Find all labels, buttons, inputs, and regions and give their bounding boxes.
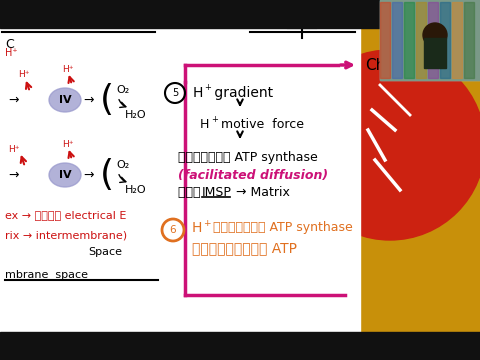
Bar	[0, 0, 480, 28]
Bar	[380, 2, 390, 78]
Bar	[360, 28, 480, 332]
Text: →: →	[83, 168, 94, 181]
Text: H⁺: H⁺	[18, 70, 29, 79]
Bar	[416, 2, 426, 78]
Bar	[380, 0, 480, 80]
Text: H: H	[192, 221, 203, 235]
Ellipse shape	[49, 88, 81, 112]
Bar	[464, 2, 474, 78]
Text: (facilitated diffusion): (facilitated diffusion)	[178, 168, 328, 181]
Bar	[424, 38, 446, 68]
Text: → Matrix: → Matrix	[232, 185, 290, 198]
Bar	[0, 332, 480, 360]
Bar	[452, 2, 462, 78]
Text: motive  force: motive force	[217, 118, 304, 131]
Text: H₂O: H₂O	[125, 110, 146, 120]
Text: 5: 5	[172, 88, 178, 98]
Text: H₂O: H₂O	[125, 185, 146, 195]
Text: ไหลผ่าน ATP synthase: ไหลผ่าน ATP synthase	[178, 152, 318, 165]
Text: mbrane  space: mbrane space	[5, 270, 88, 280]
Ellipse shape	[49, 163, 81, 187]
Text: Chemiosmosis: Chemiosmosis	[365, 58, 476, 72]
Bar	[380, 0, 480, 80]
Text: H: H	[193, 86, 204, 100]
Bar	[404, 2, 414, 78]
Text: →: →	[83, 94, 94, 107]
Circle shape	[423, 23, 447, 47]
Text: จาก: จาก	[178, 185, 204, 198]
Text: H⁺: H⁺	[5, 48, 18, 58]
Text: IV: IV	[59, 95, 72, 105]
Text: →: →	[8, 168, 19, 181]
Text: H: H	[200, 118, 209, 131]
Circle shape	[295, 50, 480, 240]
Text: O₂: O₂	[116, 160, 129, 170]
Bar	[0, 28, 360, 332]
Text: rix → intermembrane): rix → intermembrane)	[5, 230, 127, 240]
Text: H⁺: H⁺	[62, 65, 73, 74]
Text: ไหลผ่าน ATP synthase: ไหลผ่าน ATP synthase	[209, 221, 353, 234]
Text: Space: Space	[88, 247, 122, 257]
Text: สร้างพลัง ATP: สร้างพลัง ATP	[192, 241, 297, 255]
Text: →: →	[8, 94, 19, 107]
Text: O₂: O₂	[116, 85, 129, 95]
Text: (: (	[100, 83, 114, 117]
Bar	[392, 2, 402, 78]
Bar	[428, 2, 438, 78]
Text: H⁺: H⁺	[8, 145, 20, 154]
Text: gradient: gradient	[210, 86, 273, 100]
Text: 6: 6	[170, 225, 176, 235]
Text: +: +	[211, 116, 218, 125]
Text: H⁺: H⁺	[62, 140, 73, 149]
Text: +: +	[204, 84, 211, 93]
Text: (: (	[100, 158, 114, 192]
Text: ex → เกิด electrical E: ex → เกิด electrical E	[5, 210, 126, 220]
Text: IV: IV	[59, 170, 72, 180]
Text: IMSP: IMSP	[202, 185, 232, 198]
Bar	[440, 2, 450, 78]
Text: +: +	[203, 219, 211, 228]
Text: C: C	[5, 38, 14, 51]
